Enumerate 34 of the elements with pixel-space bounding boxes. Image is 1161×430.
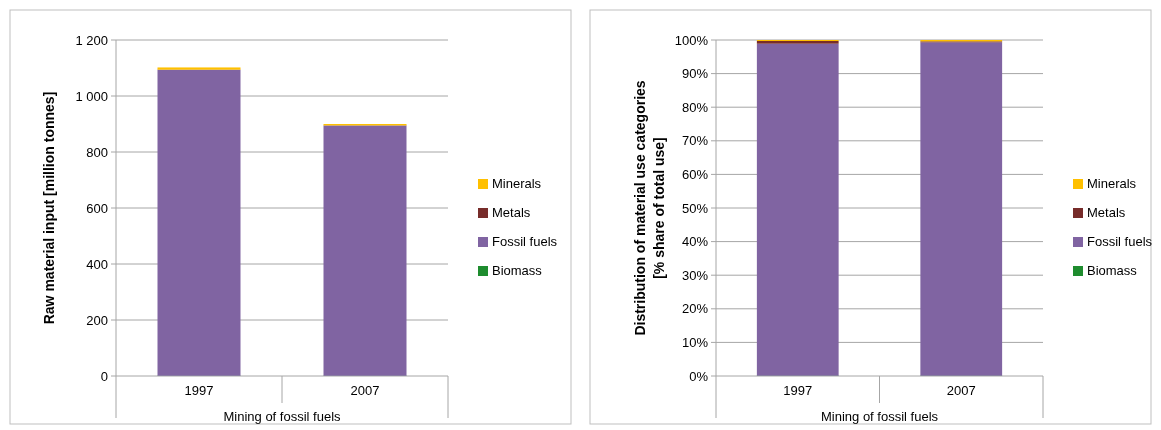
y-tick-label: 70% — [681, 133, 709, 149]
y-tick-label: 60% — [681, 166, 709, 182]
x-tick-label: 2007 — [350, 383, 380, 398]
y-tick-label: 600 — [86, 200, 108, 216]
legend-label: Metals — [1087, 205, 1126, 220]
y-tick-label: 200 — [86, 312, 108, 328]
y-tick-label: 30% — [681, 267, 709, 283]
x-axis-title: Mining of fossil fuels — [820, 409, 939, 424]
x-tick-label: 2007 — [946, 383, 976, 398]
legend-label: Minerals — [492, 176, 542, 191]
y-tick-label: 1 000 — [75, 88, 108, 104]
y-tick-label: 10% — [681, 334, 709, 350]
y-axis-title: Raw material input [million tonnes] — [41, 91, 57, 325]
legend-label: Fossil fuels — [492, 234, 558, 249]
y-tick-label: 80% — [681, 99, 709, 115]
y-tick-label: 100% — [674, 32, 709, 48]
y-tick-label: 90% — [681, 66, 709, 82]
x-tick-label: 1997 — [184, 383, 214, 398]
y-tick-label: 20% — [681, 301, 709, 317]
y-tick-label: 1 200 — [75, 32, 108, 48]
legend-label: Biomass — [492, 263, 543, 278]
legend-label: Metals — [492, 205, 531, 220]
y-tick-label: 50% — [681, 200, 709, 216]
y-tick-label: 0% — [689, 368, 709, 384]
y-axis-title: Distribution of material use categories [% share of total use] — [632, 80, 667, 336]
legend-label: Biomass — [1087, 263, 1138, 278]
legend-label: Minerals — [1087, 176, 1137, 191]
y-tick-label: 0 — [100, 368, 108, 384]
x-axis-title: Mining of fossil fuels — [223, 409, 342, 424]
y-tick-label: 400 — [86, 256, 108, 272]
legend-label: Fossil fuels — [1087, 234, 1153, 249]
x-tick-label: 1997 — [783, 383, 813, 398]
y-tick-label: 800 — [86, 144, 108, 160]
y-tick-label: 40% — [681, 234, 709, 250]
